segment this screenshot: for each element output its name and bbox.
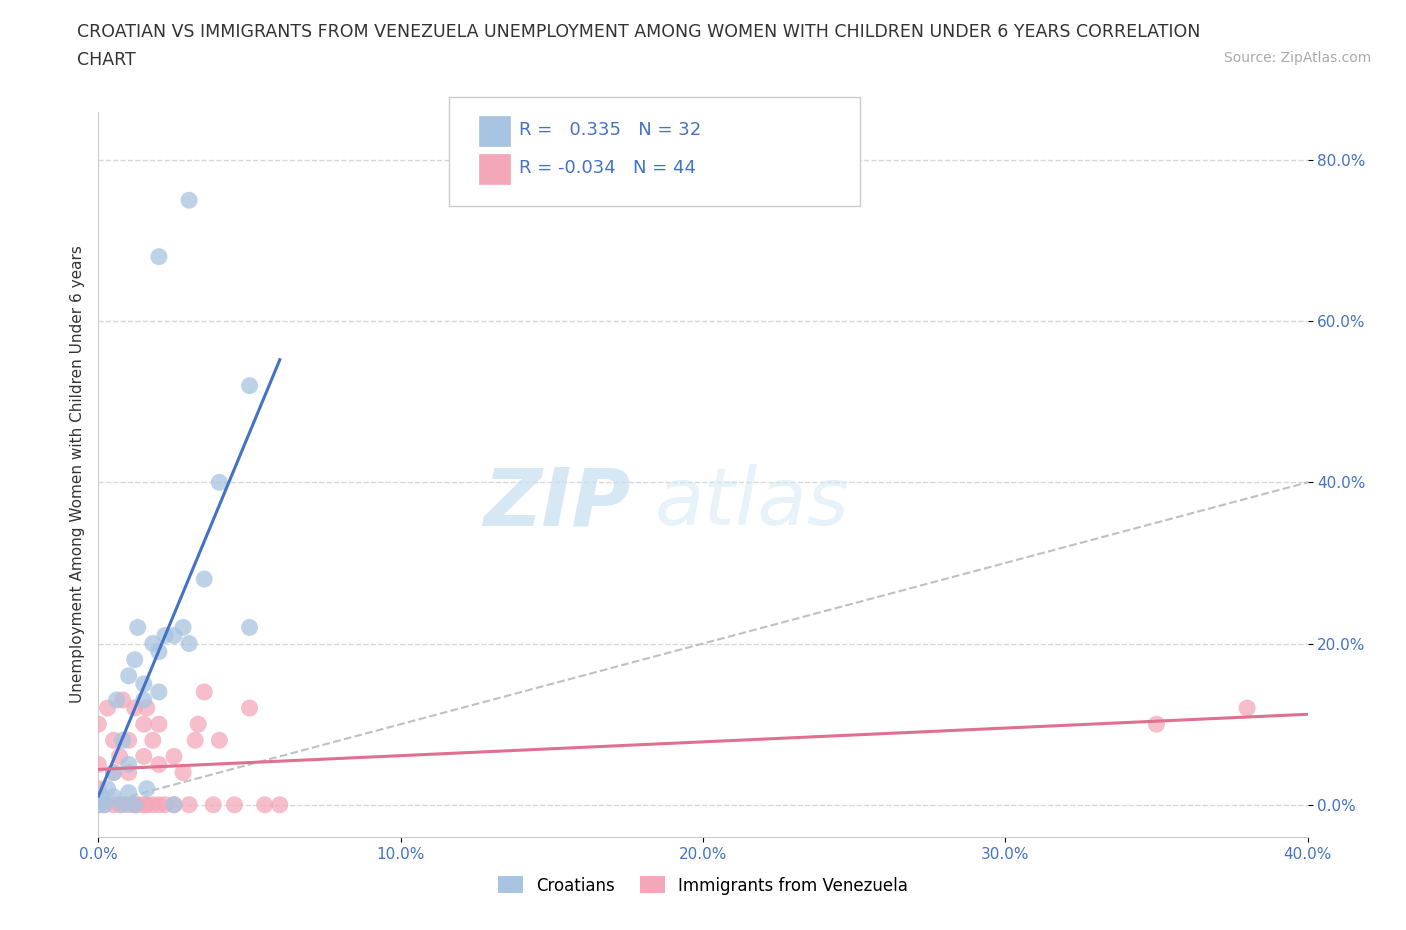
Point bbox=[239, 620, 262, 635]
Text: Source: ZipAtlas.com: Source: ZipAtlas.com bbox=[1223, 51, 1371, 65]
Point bbox=[153, 628, 176, 643]
Point bbox=[148, 797, 170, 812]
Text: R = -0.034   N = 44: R = -0.034 N = 44 bbox=[519, 159, 696, 178]
Point bbox=[239, 700, 262, 715]
Legend: Croatians, Immigrants from Venezuela: Croatians, Immigrants from Venezuela bbox=[491, 870, 915, 901]
Point bbox=[163, 749, 186, 764]
Point bbox=[1236, 700, 1258, 715]
Point bbox=[118, 797, 141, 812]
Point bbox=[118, 669, 141, 684]
Point bbox=[148, 757, 170, 772]
Point bbox=[179, 636, 201, 651]
Point bbox=[124, 652, 146, 667]
Point bbox=[105, 693, 128, 708]
Point bbox=[111, 693, 134, 708]
Point bbox=[148, 684, 170, 699]
FancyBboxPatch shape bbox=[449, 97, 860, 206]
Point bbox=[253, 797, 276, 812]
Point bbox=[142, 797, 165, 812]
Text: R =   0.335   N = 32: R = 0.335 N = 32 bbox=[519, 122, 702, 140]
Point bbox=[172, 765, 194, 780]
Point bbox=[118, 733, 141, 748]
Point bbox=[124, 797, 146, 812]
Point bbox=[132, 693, 155, 708]
Point bbox=[163, 797, 186, 812]
Point bbox=[142, 636, 165, 651]
Point bbox=[108, 797, 131, 812]
FancyBboxPatch shape bbox=[479, 153, 509, 184]
Point bbox=[90, 790, 112, 804]
Point bbox=[269, 797, 291, 812]
Point bbox=[148, 249, 170, 264]
Text: ZIP: ZIP bbox=[484, 464, 630, 542]
Point bbox=[179, 797, 201, 812]
Point bbox=[142, 733, 165, 748]
Point bbox=[153, 797, 176, 812]
Point bbox=[132, 676, 155, 691]
Point bbox=[184, 733, 207, 748]
Text: atlas: atlas bbox=[655, 464, 849, 542]
Point bbox=[193, 684, 215, 699]
Point bbox=[124, 797, 146, 812]
Point bbox=[1144, 717, 1167, 732]
Point bbox=[132, 749, 155, 764]
Point bbox=[239, 379, 262, 393]
Point bbox=[187, 717, 209, 732]
Point bbox=[103, 790, 125, 804]
Point bbox=[135, 700, 157, 715]
Point bbox=[103, 733, 125, 748]
Point bbox=[111, 797, 134, 812]
Point bbox=[96, 700, 118, 715]
Point bbox=[111, 733, 134, 748]
Point bbox=[87, 757, 110, 772]
Point bbox=[124, 700, 146, 715]
FancyBboxPatch shape bbox=[479, 116, 509, 146]
Point bbox=[103, 765, 125, 780]
Point bbox=[208, 733, 231, 748]
Point bbox=[163, 628, 186, 643]
Point bbox=[87, 717, 110, 732]
Text: CROATIAN VS IMMIGRANTS FROM VENEZUELA UNEMPLOYMENT AMONG WOMEN WITH CHILDREN UND: CROATIAN VS IMMIGRANTS FROM VENEZUELA UN… bbox=[77, 23, 1201, 41]
Point bbox=[127, 797, 149, 812]
Point bbox=[127, 620, 149, 635]
Point bbox=[193, 572, 215, 587]
Y-axis label: Unemployment Among Women with Children Under 6 years: Unemployment Among Women with Children U… bbox=[69, 246, 84, 703]
Point bbox=[93, 797, 115, 812]
Point bbox=[132, 797, 155, 812]
Point bbox=[118, 765, 141, 780]
Point bbox=[135, 797, 157, 812]
Point bbox=[148, 717, 170, 732]
Point bbox=[179, 193, 201, 207]
Point bbox=[103, 797, 125, 812]
Point bbox=[118, 757, 141, 772]
Point bbox=[96, 781, 118, 796]
Point bbox=[135, 781, 157, 796]
Point bbox=[118, 785, 141, 800]
Point bbox=[93, 797, 115, 812]
Point bbox=[148, 644, 170, 659]
Point bbox=[224, 797, 246, 812]
Point bbox=[172, 620, 194, 635]
Point bbox=[132, 717, 155, 732]
Point bbox=[208, 475, 231, 490]
Point bbox=[103, 765, 125, 780]
Point bbox=[87, 797, 110, 812]
Point bbox=[87, 781, 110, 796]
Point bbox=[163, 797, 186, 812]
Text: CHART: CHART bbox=[77, 51, 136, 69]
Point bbox=[87, 797, 110, 812]
Point bbox=[202, 797, 225, 812]
Point bbox=[108, 749, 131, 764]
